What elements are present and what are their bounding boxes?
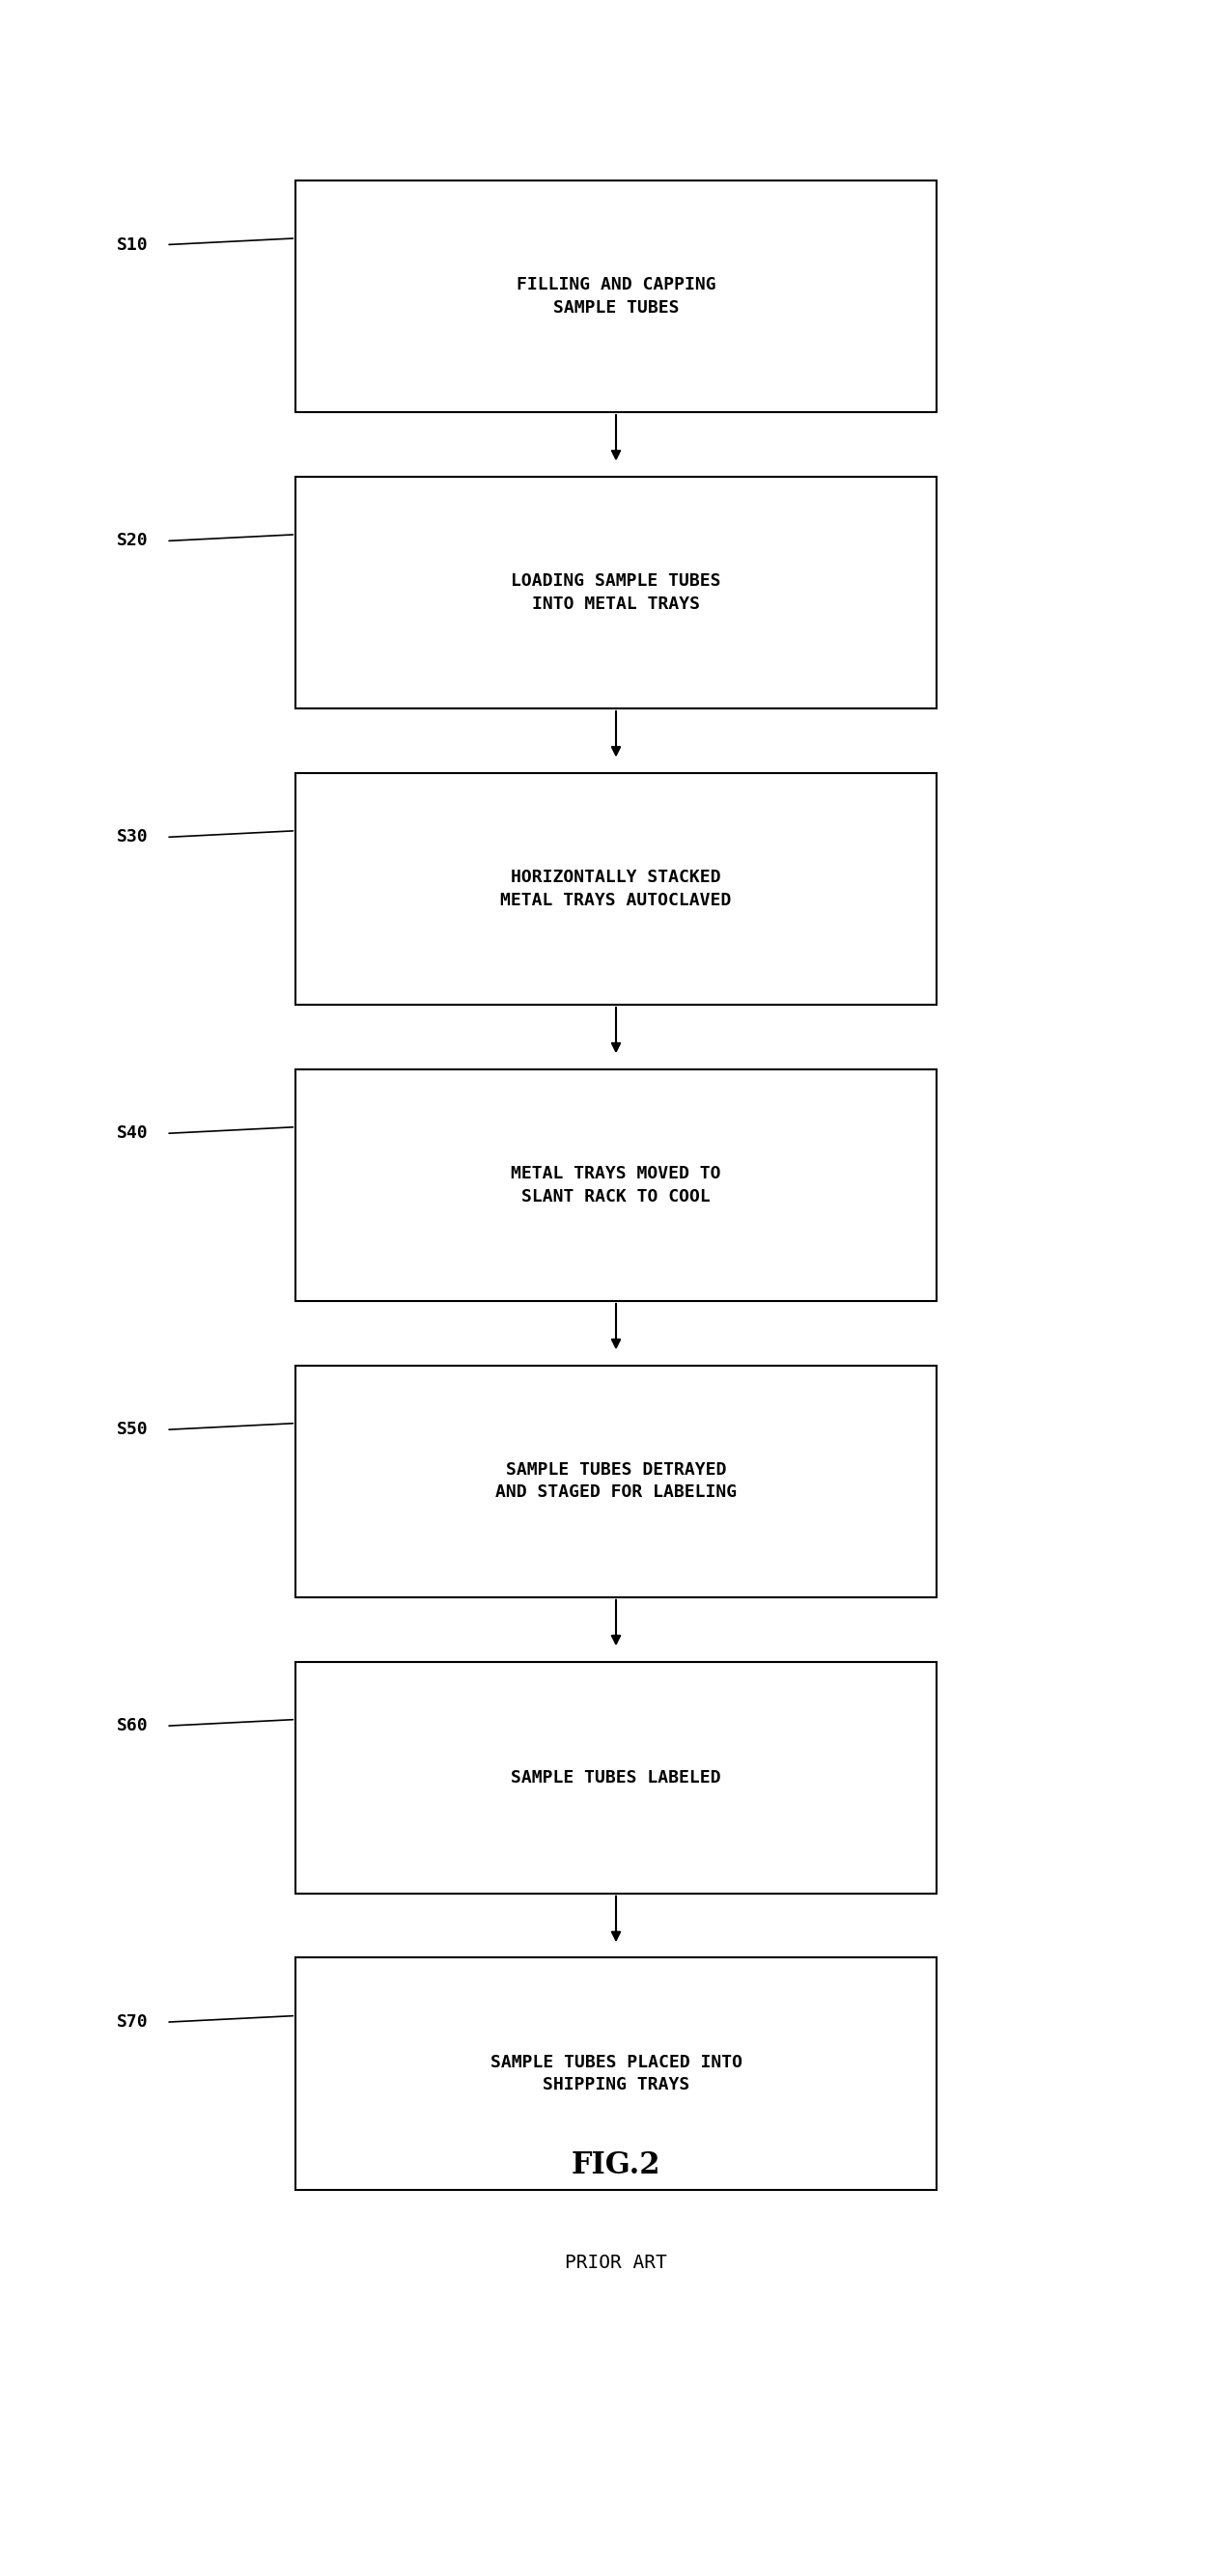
- Text: FILLING AND CAPPING
SAMPLE TUBES: FILLING AND CAPPING SAMPLE TUBES: [516, 276, 716, 317]
- FancyBboxPatch shape: [296, 1069, 936, 1301]
- Text: HORIZONTALLY STACKED
METAL TRAYS AUTOCLAVED: HORIZONTALLY STACKED METAL TRAYS AUTOCLA…: [500, 868, 732, 909]
- Text: FIG.2: FIG.2: [572, 2151, 660, 2179]
- FancyBboxPatch shape: [296, 1365, 936, 1597]
- Text: LOADING SAMPLE TUBES
INTO METAL TRAYS: LOADING SAMPLE TUBES INTO METAL TRAYS: [511, 572, 721, 613]
- FancyBboxPatch shape: [296, 773, 936, 1005]
- Text: SAMPLE TUBES PLACED INTO
SHIPPING TRAYS: SAMPLE TUBES PLACED INTO SHIPPING TRAYS: [490, 2053, 742, 2094]
- Text: PRIOR ART: PRIOR ART: [565, 2254, 667, 2272]
- FancyBboxPatch shape: [296, 1958, 936, 2190]
- Text: SAMPLE TUBES DETRAYED
AND STAGED FOR LABELING: SAMPLE TUBES DETRAYED AND STAGED FOR LAB…: [495, 1461, 737, 1502]
- FancyBboxPatch shape: [296, 1662, 936, 1893]
- Text: S60: S60: [116, 1718, 148, 1734]
- Text: S70: S70: [116, 2014, 148, 2030]
- Text: S50: S50: [116, 1422, 148, 1437]
- Text: SAMPLE TUBES LABELED: SAMPLE TUBES LABELED: [511, 1770, 721, 1785]
- Text: S20: S20: [116, 533, 148, 549]
- Text: S30: S30: [116, 829, 148, 845]
- Text: METAL TRAYS MOVED TO
SLANT RACK TO COOL: METAL TRAYS MOVED TO SLANT RACK TO COOL: [511, 1164, 721, 1206]
- Text: S40: S40: [116, 1126, 148, 1141]
- Text: S10: S10: [116, 237, 148, 252]
- FancyBboxPatch shape: [296, 477, 936, 708]
- FancyBboxPatch shape: [296, 180, 936, 412]
